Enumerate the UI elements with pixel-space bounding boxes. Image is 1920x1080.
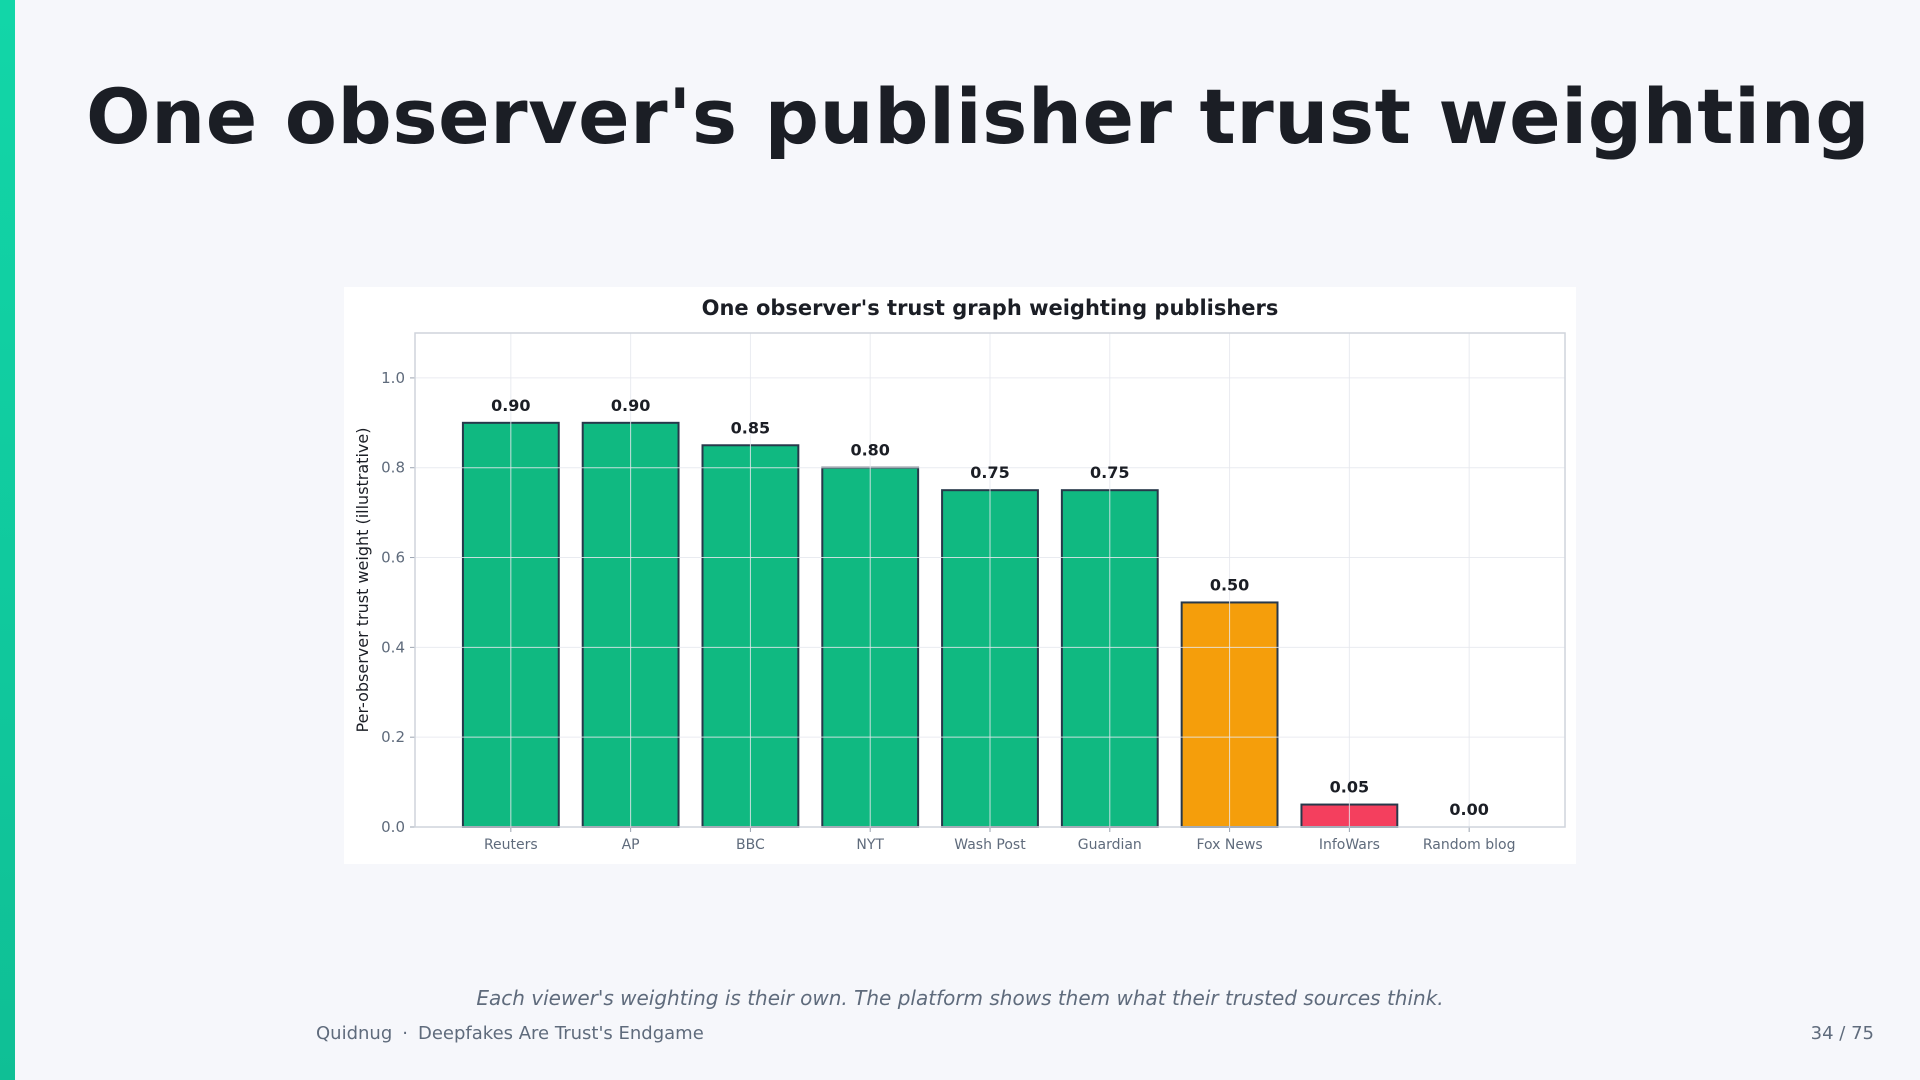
data-label: 0.90 xyxy=(611,396,650,415)
x-tick-label: Reuters xyxy=(484,837,538,853)
slide-title: One observer's publisher trust weighting xyxy=(86,72,1871,161)
x-tick-label: InfoWars xyxy=(1319,837,1380,853)
footer-brand: Quidnug xyxy=(316,1023,393,1044)
x-tick-label: Guardian xyxy=(1078,837,1142,853)
plot-frame xyxy=(414,332,1566,828)
page-number: 34 / 75 xyxy=(1810,1023,1874,1044)
x-tick-label: BBC xyxy=(736,837,765,853)
y-tick-label: 0.2 xyxy=(381,728,405,746)
data-label: 0.75 xyxy=(970,463,1009,482)
bar-chart: One observer's trust graph weighting pub… xyxy=(353,296,1566,853)
chart-panel: One observer's trust graph weighting pub… xyxy=(344,287,1576,864)
x-tick-label: NYT xyxy=(856,837,884,853)
x-tick-label: Random blog xyxy=(1423,837,1516,853)
data-label: 0.80 xyxy=(850,441,889,460)
y-tick-label: 0.6 xyxy=(381,549,405,567)
y-tick-label: 0.0 xyxy=(381,818,405,836)
data-label: 0.90 xyxy=(491,396,530,415)
x-tick-label: Fox News xyxy=(1196,837,1262,853)
chart-title: One observer's trust graph weighting pub… xyxy=(702,296,1279,320)
accent-bar xyxy=(0,0,15,1080)
footer-left: Quidnug · Deepfakes Are Trust's Endgame xyxy=(316,1023,704,1044)
data-label: 0.85 xyxy=(731,418,770,437)
y-tick-label: 0.4 xyxy=(381,638,405,656)
y-axis-label: Per-observer trust weight (illustrative) xyxy=(353,428,372,733)
data-label: 0.75 xyxy=(1090,463,1129,482)
footer-separator: · xyxy=(402,1023,408,1044)
y-tick-label: 1.0 xyxy=(381,369,405,387)
y-tick-label: 0.8 xyxy=(381,459,405,477)
footer-deck-title: Deepfakes Are Trust's Endgame xyxy=(417,1023,704,1044)
x-tick-label: AP xyxy=(622,837,640,853)
data-label: 0.05 xyxy=(1330,778,1369,797)
data-label: 0.50 xyxy=(1210,575,1249,594)
data-label: 0.00 xyxy=(1449,800,1488,819)
slide-caption: Each viewer's weighting is their own. Th… xyxy=(476,986,1444,1010)
x-tick-label: Wash Post xyxy=(954,837,1026,853)
